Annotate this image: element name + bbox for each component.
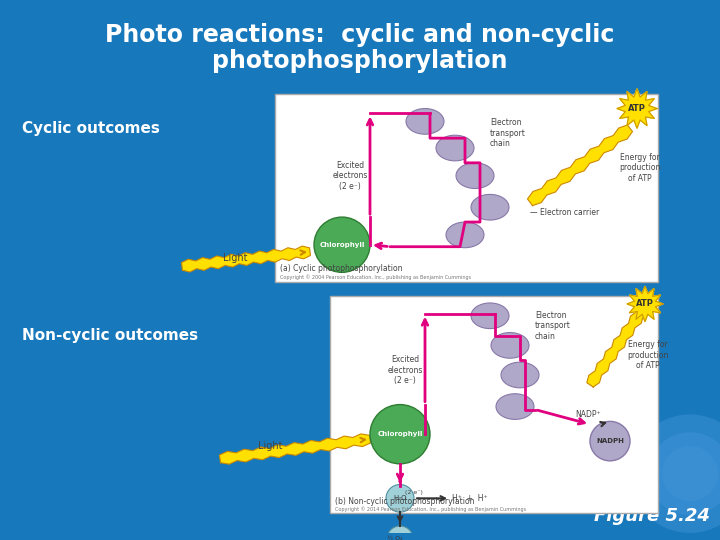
Text: Energy for
production
of ATP: Energy for production of ATP [619,153,661,183]
Circle shape [387,526,413,540]
Text: Chlorophyll: Chlorophyll [377,431,423,437]
Polygon shape [587,312,643,387]
Polygon shape [220,434,371,464]
Circle shape [386,484,414,512]
Polygon shape [528,125,633,206]
Circle shape [314,217,370,272]
Text: Electron
transport
chain: Electron transport chain [490,118,526,148]
Text: ATP: ATP [636,300,654,308]
Text: Light: Light [222,253,247,262]
Text: H⁺  +  H⁺: H⁺ + H⁺ [452,494,487,503]
Text: (2 e⁻): (2 e⁻) [405,490,423,495]
Text: (b) Non-cyclic photophosphorylation: (b) Non-cyclic photophosphorylation [335,497,474,506]
Polygon shape [627,286,663,322]
Text: Excited
electrons
(2 e⁻): Excited electrons (2 e⁻) [387,355,423,385]
Text: Light: Light [258,441,282,451]
Ellipse shape [446,222,484,248]
Ellipse shape [501,362,539,388]
Polygon shape [617,89,657,129]
Text: H₂O: H₂O [393,495,407,501]
Text: ATP: ATP [628,104,646,113]
Text: Chlorophyll: Chlorophyll [319,242,365,248]
Text: Cyclic outcomes: Cyclic outcomes [22,121,160,136]
FancyBboxPatch shape [330,296,658,513]
Circle shape [590,421,630,461]
Text: Figure 5.24: Figure 5.24 [594,507,710,525]
Ellipse shape [456,163,494,188]
Polygon shape [181,246,310,272]
Text: Photo reactions:  cyclic and non-cyclic: Photo reactions: cyclic and non-cyclic [105,23,615,46]
Circle shape [630,415,720,533]
Ellipse shape [491,333,529,358]
Ellipse shape [406,109,444,134]
FancyBboxPatch shape [275,94,658,282]
Text: Copyright © 2004 Pearson Education, Inc., publishing as Benjamin Cummings: Copyright © 2004 Pearson Education, Inc.… [280,274,471,280]
Text: (a) Cyclic photophosphorylation: (a) Cyclic photophosphorylation [280,264,402,273]
Text: NADP⁺: NADP⁺ [575,410,600,419]
Ellipse shape [471,303,509,329]
Circle shape [370,404,430,464]
Text: — Electron carrier: — Electron carrier [530,208,599,217]
Circle shape [648,432,720,515]
Text: photophosphorylation: photophosphorylation [212,49,508,73]
Circle shape [662,446,718,501]
Text: Electron
transport
chain: Electron transport chain [535,310,571,341]
Text: Copyright © 2014 Pearson Education, Inc., publishing as Benjamin Cummings: Copyright © 2014 Pearson Education, Inc.… [335,507,526,512]
Ellipse shape [496,394,534,420]
Text: Energy for
production
of ATP: Energy for production of ATP [627,340,669,370]
Ellipse shape [436,135,474,161]
Text: ½ O₂: ½ O₂ [387,536,402,540]
Text: Non-cyclic outcomes: Non-cyclic outcomes [22,328,198,343]
Text: NADPH: NADPH [596,438,624,444]
Ellipse shape [471,194,509,220]
Text: Excited
electrons
(2 e⁻): Excited electrons (2 e⁻) [333,161,368,191]
